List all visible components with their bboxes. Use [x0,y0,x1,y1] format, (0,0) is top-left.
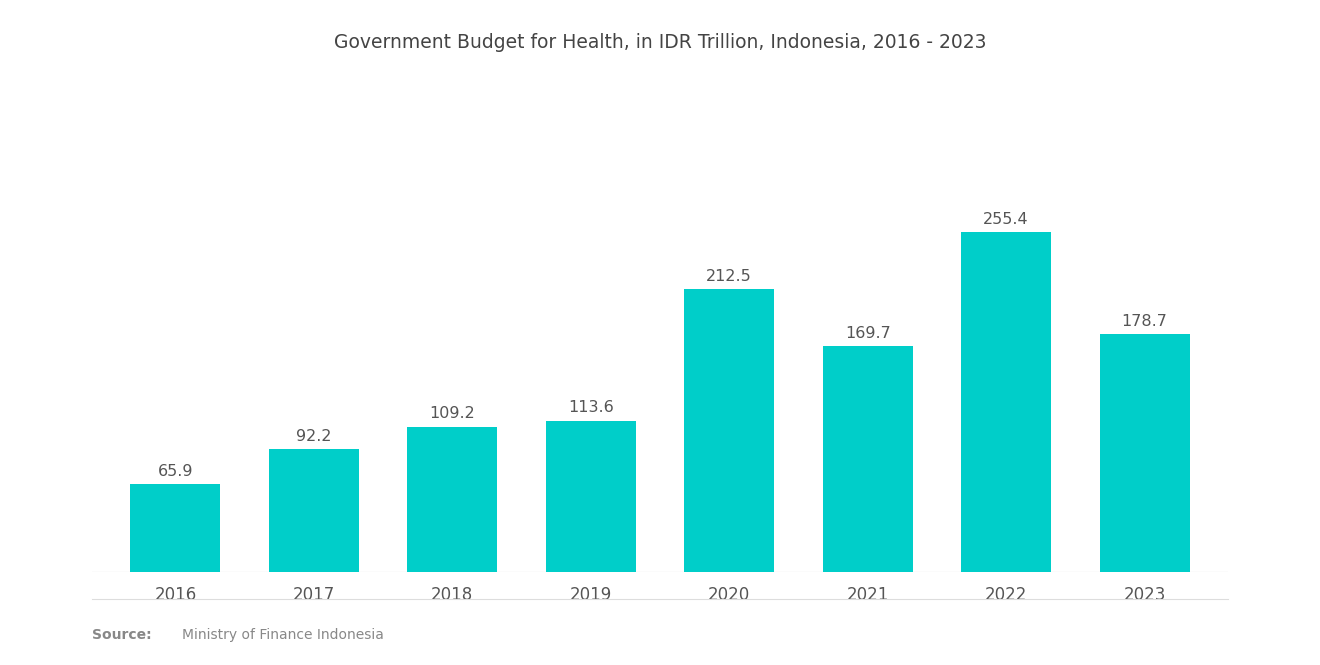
Text: Government Budget for Health, in IDR Trillion, Indonesia, 2016 - 2023: Government Budget for Health, in IDR Tri… [334,33,986,53]
Bar [684,289,775,572]
Bar [131,484,220,572]
Bar [545,421,636,572]
Text: 92.2: 92.2 [296,429,331,444]
Text: 255.4: 255.4 [983,212,1028,227]
Bar [269,450,359,572]
Text: 212.5: 212.5 [706,269,752,284]
Text: 65.9: 65.9 [157,464,193,479]
Text: 178.7: 178.7 [1122,314,1167,329]
Text: 113.6: 113.6 [568,400,614,416]
Bar [408,427,498,572]
Bar [822,346,912,572]
Bar [1100,334,1189,572]
Bar [961,232,1051,572]
Text: 109.2: 109.2 [429,406,475,422]
Text: 169.7: 169.7 [845,326,891,341]
Text: Ministry of Finance Indonesia: Ministry of Finance Indonesia [182,628,384,642]
Text: Source:: Source: [92,628,152,642]
